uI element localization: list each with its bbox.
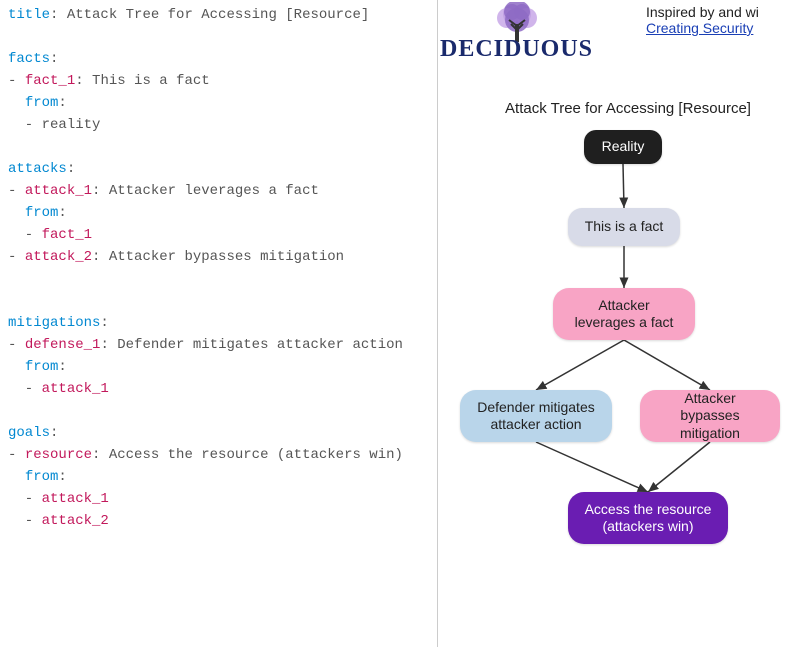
inspired-text: Inspired by and wi Creating Security (646, 4, 759, 36)
preview-pane: DECIDUOUS Inspired by and wi Creating Se… (438, 0, 789, 647)
graph-title: Attack Tree for Accessing [Resource] (498, 100, 758, 117)
node-reality[interactable]: Reality (584, 130, 662, 164)
node-attack_2[interactable]: Attacker bypasses mitigation (640, 390, 780, 442)
inspired-prefix: Inspired by and wi (646, 4, 759, 20)
node-fact_1[interactable]: This is a fact (568, 208, 680, 246)
brand-logo: DECIDUOUS (440, 2, 593, 63)
node-resource[interactable]: Access the resource (attackers win) (568, 492, 728, 544)
inspired-link[interactable]: Creating Security (646, 20, 753, 36)
node-defense_1[interactable]: Defender mitigates attacker action (460, 390, 612, 442)
node-attack_1[interactable]: Attacker leverages a fact (553, 288, 695, 340)
yaml-editor[interactable]: title: Attack Tree for Accessing [Resour… (0, 0, 438, 647)
brand-name: DECIDUOUS (440, 36, 593, 63)
